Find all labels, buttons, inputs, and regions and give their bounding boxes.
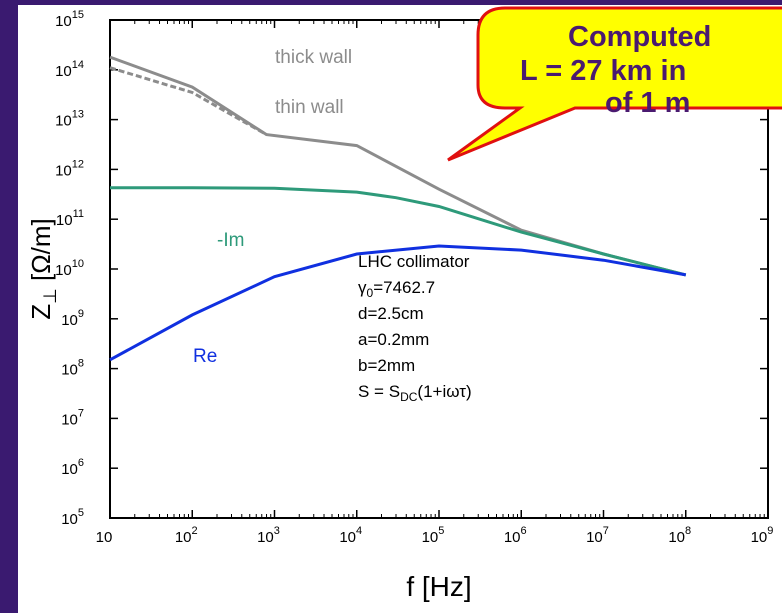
y-tick-label: 1013 [55, 109, 84, 130]
y-tick-exp: 15 [72, 9, 84, 21]
y-tick-base: 10 [61, 461, 78, 478]
y-tick-label: 1015 [55, 9, 84, 30]
param-main: γ [358, 278, 367, 297]
x-tick-label: 107 [586, 525, 609, 546]
y-label-sub: ⊥ [40, 288, 60, 304]
param-sub: DC [400, 390, 418, 404]
x-tick-label: 102 [175, 525, 198, 546]
x-tick-label: 104 [339, 525, 362, 546]
y-tick-label: 106 [61, 457, 84, 478]
y-tick-label: 108 [61, 358, 84, 379]
param: γ0=7462.7 [358, 278, 435, 300]
x-tick-base: 10 [586, 529, 603, 546]
param: LHC collimator [358, 252, 470, 271]
y-tick-exp: 12 [72, 158, 84, 170]
x-tick-base: 10 [96, 529, 113, 546]
y-tick-base: 10 [55, 113, 72, 130]
x-tick-label: 108 [668, 525, 691, 546]
x-tick-label: 10 [96, 529, 113, 546]
x-tick-label: 109 [751, 525, 774, 546]
callout-text: Computed [568, 21, 711, 53]
x-tick-label: 105 [422, 525, 445, 546]
y-tick-base: 10 [55, 262, 72, 279]
y-tick-exp: 13 [72, 109, 84, 121]
y-tick-label: 109 [61, 308, 84, 329]
param-rest: =7462.7 [373, 278, 435, 297]
y-tick-label: 107 [61, 407, 84, 428]
y-tick-label: 105 [61, 507, 84, 528]
y-tick-base: 10 [61, 312, 78, 329]
y-tick-label: 1012 [55, 158, 84, 179]
y-tick-exp: 9 [78, 308, 84, 320]
param: d=2.5cm [358, 304, 424, 323]
callout-bubble [447, 6, 782, 162]
x-tick-base: 10 [668, 529, 685, 546]
callout-text: of 1 m [605, 87, 690, 119]
x-tick-exp: 2 [192, 525, 198, 537]
series-label: thick wall [275, 47, 352, 68]
x-tick-exp: 4 [356, 525, 362, 537]
x-tick-exp: 5 [438, 525, 444, 537]
y-tick-base: 10 [61, 411, 78, 428]
x-tick-exp: 7 [603, 525, 609, 537]
y-tick-exp: 8 [78, 358, 84, 370]
y-tick-label: 1011 [56, 208, 84, 229]
x-tick-exp: 9 [767, 525, 773, 537]
y-tick-base: 10 [56, 212, 73, 229]
x-axis-label: f [Hz] [406, 571, 471, 602]
param: a=0.2mm [358, 330, 429, 349]
x-tick-base: 10 [175, 529, 192, 546]
y-tick-exp: 11 [73, 208, 84, 220]
series-label: Re [193, 346, 217, 367]
param-rest: (1+iωτ) [417, 382, 471, 401]
y-tick-exp: 14 [72, 59, 84, 71]
y-tick-label: 1010 [55, 258, 84, 279]
x-tick-label: 103 [257, 525, 280, 546]
plot: 10 102 103 104 105 106 107 108 10910510610710810… [26, 6, 782, 602]
y-tick-exp: 10 [72, 258, 84, 270]
y-tick-base: 10 [55, 162, 72, 179]
y-tick-base: 10 [55, 63, 72, 80]
series-label: -Im [217, 230, 244, 251]
y-label-main: Z [26, 304, 56, 320]
y-tick-exp: 7 [78, 407, 84, 419]
x-tick-exp: 6 [521, 525, 527, 537]
slide-border [0, 0, 18, 613]
y-tick-base: 10 [55, 13, 72, 30]
param-sub: 0 [367, 286, 374, 300]
y-tick-exp: 6 [78, 457, 84, 469]
x-tick-base: 10 [339, 529, 356, 546]
y-tick-base: 10 [61, 511, 78, 528]
x-tick-label: 106 [504, 525, 527, 546]
slide-border [0, 0, 782, 5]
series-line [110, 186, 687, 277]
x-tick-base: 10 [751, 529, 768, 546]
y-label-rest: [Ω/m] [26, 218, 56, 288]
param-main: S = S [358, 382, 400, 401]
param: b=2mm [358, 356, 415, 375]
series-line [109, 66, 268, 136]
series-line [109, 244, 687, 362]
x-tick-exp: 8 [685, 525, 691, 537]
param: S = SDC(1+iωτ) [358, 382, 472, 404]
x-tick-base: 10 [257, 529, 274, 546]
callout-text: L = 27 km in [520, 55, 686, 87]
y-tick-label: 1014 [55, 59, 84, 80]
series-label: thin wall [275, 97, 344, 118]
y-tick-exp: 5 [78, 507, 84, 519]
x-tick-base: 10 [504, 529, 521, 546]
y-axis-label: Z⊥ [Ω/m] [26, 218, 60, 320]
x-tick-exp: 3 [274, 525, 280, 537]
y-tick-base: 10 [61, 362, 78, 379]
x-tick-base: 10 [422, 529, 439, 546]
